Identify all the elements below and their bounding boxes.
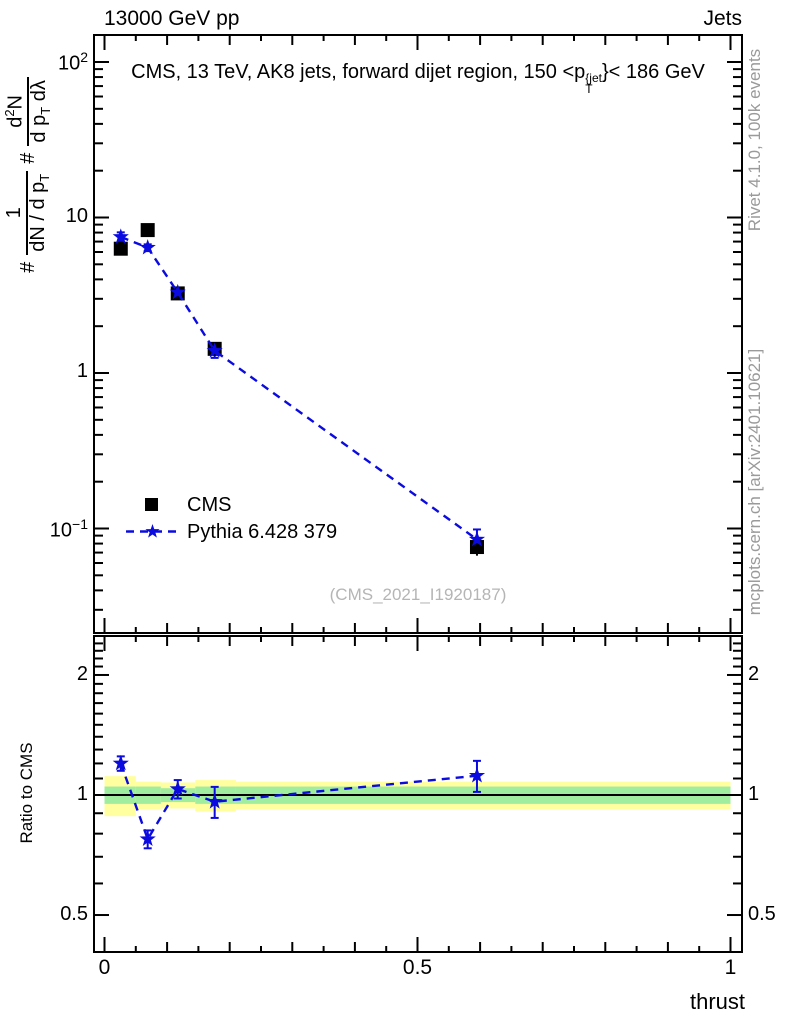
ratio-data-point [169, 780, 186, 796]
ratio-data-point [139, 830, 156, 847]
pythia-data-point [206, 342, 223, 358]
ratio-y-tick-label-left: 2 [76, 662, 88, 685]
ratio-y-tick-label-right: 1 [748, 783, 760, 805]
ratio-y-tick-label-right: 2 [748, 662, 760, 685]
legend-label-cms: CMS [187, 494, 232, 516]
header-category-label: Jets [703, 7, 742, 30]
cms-data-point [140, 223, 155, 238]
main-panel-frame [93, 34, 743, 634]
ratio-y-tick-label-left: 1 [76, 783, 88, 805]
ratio-y-tick-label-left: 0.5 [60, 903, 88, 926]
main-y-tick-label: 10 [65, 204, 88, 227]
watermark-analysis-id: (CMS_2021_I1920187) [329, 585, 507, 604]
x-tick-label: 0 [98, 956, 111, 979]
ratio-data-point [206, 793, 223, 809]
pythia-data-point [468, 530, 486, 547]
legend-marker-cms [145, 498, 158, 511]
ratio-data-point [112, 754, 129, 771]
pythia-data-point [139, 239, 156, 255]
x-axis-name: thrust [689, 989, 745, 1014]
pythia-data-point [169, 283, 186, 300]
ratio-data-point [468, 767, 486, 783]
legend-marker-pythia-star [145, 524, 160, 538]
x-tick-label: 1 [724, 956, 737, 979]
legend-label-pythia: Pythia 6.428 379 [187, 521, 338, 543]
pythia-data-point [112, 228, 129, 244]
main-y-tick-label: 1 [76, 360, 88, 382]
main-title-suffix: }< 186 GeV [601, 61, 705, 83]
ratio-y-tick-label-right: 0.5 [748, 903, 776, 926]
pythia-line [120, 235, 478, 541]
header-beam-label: 13000 GeV pp [104, 7, 240, 30]
note-mcplots-arxiv: mcplots.cern.ch [arXiv:2401.10621] [745, 348, 764, 616]
main-y-tick-label: 102 [57, 49, 88, 75]
note-rivet-version: Rivet 4.1.0, 100k events [745, 48, 764, 232]
ratio-panel-frame [93, 635, 743, 953]
fraction-2: d2N d pT dλ [2, 77, 54, 146]
main-title-prefix: CMS, 13 TeV, AK8 jets, forward dijet reg… [131, 61, 586, 83]
cms-data-point [113, 241, 128, 256]
main-title-supsub: {jet T [585, 71, 602, 96]
main-title: CMS, 13 TeV, AK8 jets, forward dijet reg… [94, 61, 742, 95]
hash-symbol: # [16, 261, 39, 273]
main-y-tick-label: 10−1 [49, 515, 88, 542]
x-tick-label: 0.5 [402, 956, 433, 979]
hash-symbol: # [16, 152, 39, 164]
